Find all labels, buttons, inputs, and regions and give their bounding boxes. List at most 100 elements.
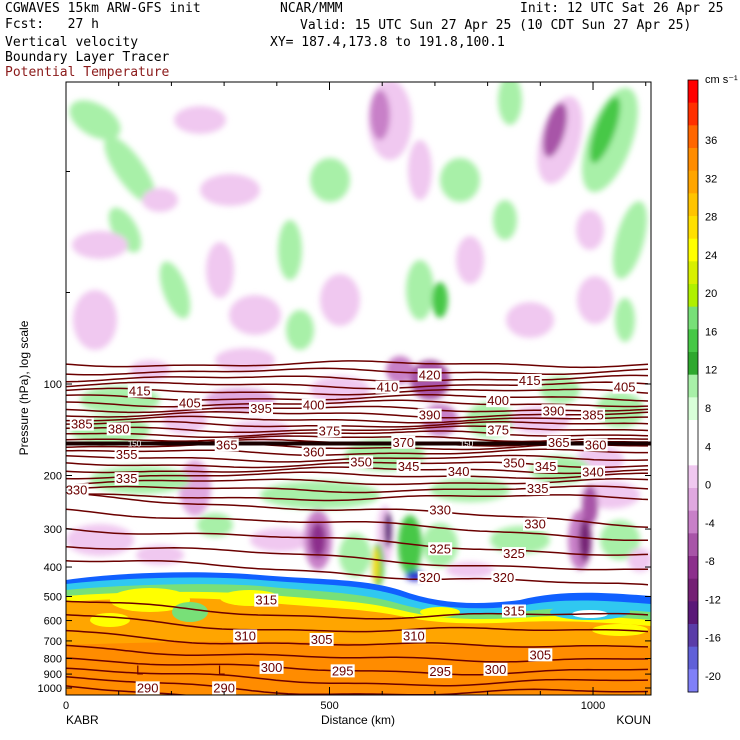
theta-label-bg (517, 373, 542, 387)
colorbar-swatch (688, 578, 698, 602)
theta-contour (66, 425, 649, 434)
colorbar-swatch (688, 669, 698, 693)
theta-label: 375 (319, 423, 341, 438)
colorbar-label: 16 (705, 326, 717, 338)
colorbar-label: -8 (705, 556, 715, 568)
theta-label: 340 (448, 464, 470, 479)
theta-label-bg (581, 465, 606, 479)
theta-label: 330 (66, 482, 88, 497)
theta-contour (66, 685, 191, 695)
theta-label-bg (401, 629, 426, 643)
theta-label: 365 (548, 435, 570, 450)
colorbar-swatch (688, 80, 698, 104)
theta-label-bg (428, 665, 453, 679)
theta-contour (66, 492, 649, 528)
theta-label: 290 (137, 680, 159, 695)
x-axis: 0 500 1000 (63, 82, 647, 712)
y-tick-label: 100 (44, 379, 62, 391)
colorbar-swatch (688, 488, 698, 512)
end-station-label: KOUN (616, 713, 651, 727)
field-vertical-velocity: Vertical velocity (5, 35, 139, 50)
theta-label: 290 (213, 680, 235, 695)
theta-contour (66, 415, 648, 424)
theta-label: 345 (535, 459, 557, 474)
colorbar-swatch (688, 601, 698, 625)
theta-label-bg (177, 396, 202, 410)
low-marker: L (136, 663, 143, 678)
theta-contour (66, 527, 649, 556)
theta-label: 365 (216, 437, 238, 452)
theta-label-bg (301, 445, 326, 459)
theta-label: 325 (429, 541, 451, 556)
theta-contour (66, 478, 649, 486)
colorbar-swatch (688, 374, 698, 398)
colorbar-swatch (688, 533, 698, 557)
y-tick-label: 400 (44, 562, 62, 574)
colorbar-label: -16 (705, 633, 721, 645)
theta-label-bg (581, 408, 606, 422)
colorbar-label: 20 (705, 288, 717, 300)
colorbar-swatch (688, 238, 698, 262)
colorbar-label: 12 (705, 365, 717, 377)
theta-contour (66, 667, 649, 687)
theta-label-bg (428, 503, 453, 517)
low-marker: L (218, 663, 225, 678)
colorbar-swatch (688, 306, 698, 330)
theta-label: 405 (179, 395, 201, 410)
colorbar-swatch (688, 556, 698, 580)
theta-label-bg (349, 455, 374, 469)
theta-label: 355 (116, 447, 138, 462)
theta-contour (66, 420, 649, 428)
theta-label-bg (491, 571, 516, 585)
colorbar-swatch (688, 284, 698, 308)
y-tick-label: 1000 (38, 683, 62, 695)
theta-label: 350 (503, 455, 525, 470)
colorbar-label: 4 (705, 441, 711, 453)
x-tick-label: 0 (63, 700, 69, 712)
theta-label: 330 (524, 517, 546, 532)
theta-label: 305 (529, 647, 551, 662)
theta-label: 320 (493, 570, 515, 585)
theta-label: 390 (543, 403, 565, 418)
colorbar-swatch (688, 329, 698, 353)
colorbar-swatch (688, 510, 698, 534)
theta-label-bg (428, 542, 453, 556)
theta-label: 320 (419, 570, 441, 585)
theta-label: 335 (116, 471, 138, 486)
colorbar-swatch (688, 125, 698, 149)
x-tick-label: 500 (320, 700, 338, 712)
theta-label-bg (375, 380, 400, 394)
theta-label: 415 (129, 383, 151, 398)
y-axis: 100 200 300 400 500 600 700 800 900 1000 (38, 171, 651, 695)
y-tick-label: 800 (44, 654, 62, 666)
theta-label: 385 (582, 408, 604, 423)
theta-label: 375 (487, 422, 509, 437)
theta-contour (66, 485, 649, 494)
colorbar-unit: cm s⁻¹ (705, 74, 738, 86)
theta-label: 385 (71, 417, 93, 432)
theta-contour (66, 471, 648, 480)
theta-label-bg (309, 633, 334, 647)
theta-label-bg (330, 664, 355, 678)
theta-label-bg (541, 404, 566, 418)
theta-label-bg (254, 593, 279, 607)
theta-contour (66, 600, 649, 620)
y-tick-label: 600 (44, 616, 62, 628)
theta-label-bg (501, 604, 526, 618)
theta-label-bg (501, 456, 526, 470)
theta-label: 420 (419, 367, 441, 382)
theta-label-bg (528, 648, 553, 662)
model-title: CGWAVES 15km ARW-GFS init (5, 1, 201, 16)
theta-contour (66, 614, 649, 633)
theta-contour (66, 367, 649, 376)
theta-contour (66, 360, 649, 369)
theta-label-bg (212, 681, 237, 695)
potential-temperature-labels: 415 405 385 380 395 400 410 420 390 375 370 365 360 3… (66, 367, 637, 695)
theta-label: 315 (255, 593, 277, 608)
theta-label-bg (214, 438, 239, 452)
theta-label-bg (127, 384, 152, 398)
theta-label-bg (69, 417, 94, 431)
theta-label-bg (106, 422, 131, 436)
theta-label: 410 (377, 380, 399, 395)
